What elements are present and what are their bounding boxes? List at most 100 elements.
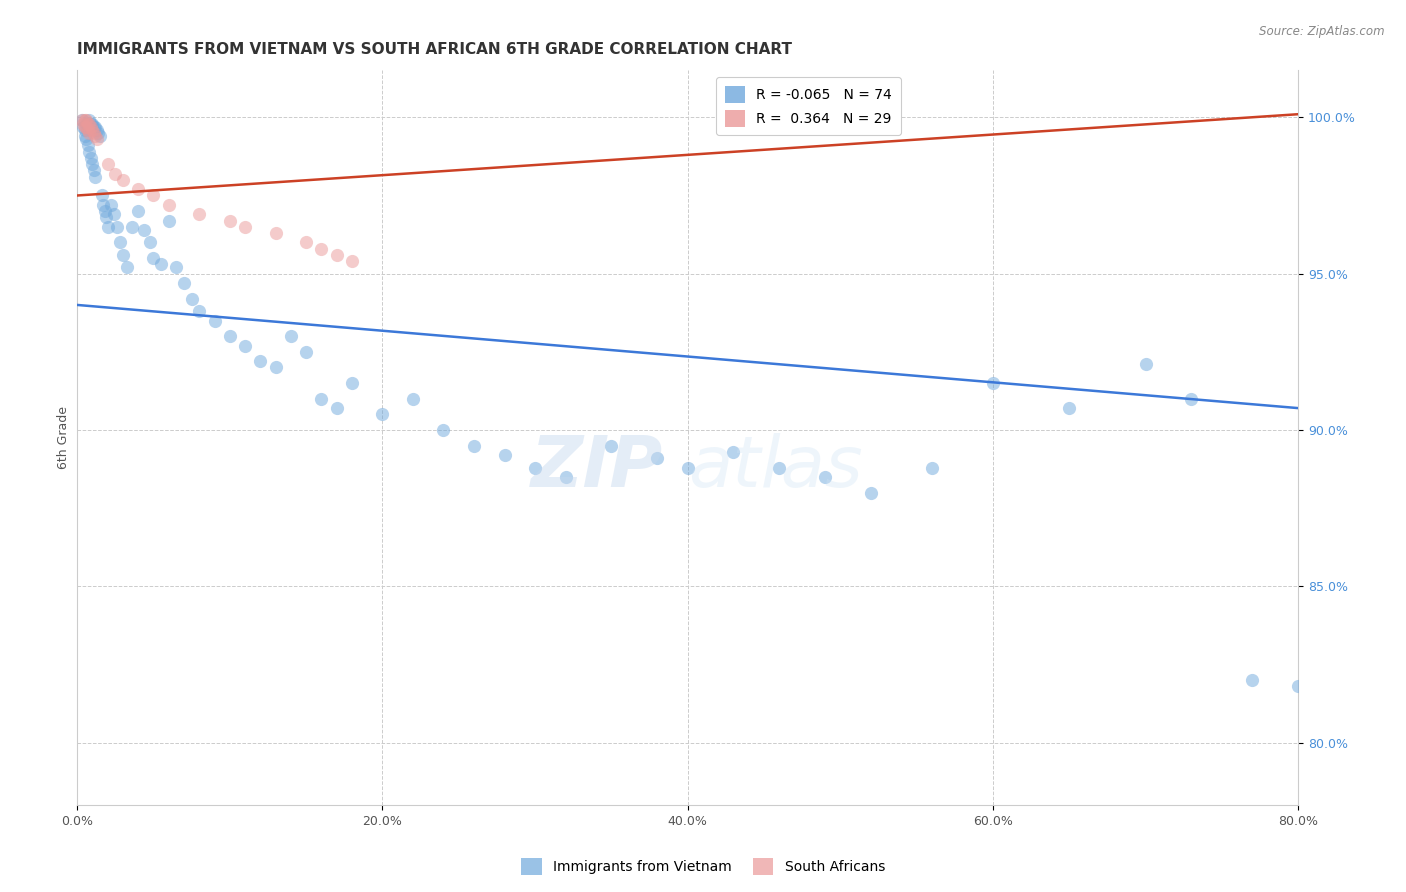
Point (859, 485, 882, 500)
Point (94, 211, 117, 225)
Point (524, 460, 547, 475)
Text: atlas: atlas (688, 433, 862, 501)
Point (371, 408, 394, 422)
Point (76, 123, 98, 137)
Point (90, 188, 112, 202)
Point (82, 117, 104, 131)
Point (463, 439, 485, 453)
Point (402, 392, 425, 406)
Point (103, 207, 125, 221)
Point (82, 123, 104, 137)
Point (111, 248, 134, 262)
Point (233, 219, 256, 234)
Point (768, 460, 790, 475)
Point (76, 117, 98, 131)
Point (218, 213, 240, 227)
Point (325, 248, 347, 262)
Point (73, 129, 96, 144)
Point (75, 132, 97, 146)
Point (173, 276, 195, 290)
Legend: Immigrants from Vietnam, South Africans: Immigrants from Vietnam, South Africans (516, 853, 890, 880)
Point (127, 182, 149, 196)
Point (142, 251, 165, 265)
Point (340, 376, 363, 390)
Point (1180, 392, 1202, 406)
Point (157, 198, 180, 212)
Point (93, 204, 115, 219)
Point (150, 257, 173, 271)
Point (218, 329, 240, 343)
Point (340, 254, 363, 268)
Point (142, 188, 165, 202)
Text: IMMIGRANTS FROM VIETNAM VS SOUTH AFRICAN 6TH GRADE CORRELATION CHART: IMMIGRANTS FROM VIETNAM VS SOUTH AFRICAN… (77, 42, 792, 57)
Point (76, 120, 98, 134)
Point (97, 219, 120, 234)
Point (1059, 401, 1081, 416)
Point (87, 126, 110, 140)
Point (645, 451, 668, 466)
Point (70, 113, 93, 128)
Point (84, 169, 107, 184)
Legend: R = -0.065   N = 74, R =  0.364   N = 29: R = -0.065 N = 74, R = 0.364 N = 29 (716, 78, 901, 135)
Point (70, 113, 93, 128)
Point (1241, 673, 1264, 687)
Point (73, 113, 96, 128)
Point (108, 235, 131, 250)
Point (73, 120, 96, 134)
Point (188, 304, 211, 318)
Point (104, 167, 127, 181)
Point (111, 173, 134, 187)
Point (494, 448, 516, 462)
Point (1135, 357, 1157, 371)
Point (264, 360, 287, 375)
Point (76, 138, 98, 153)
Point (75, 117, 97, 131)
Point (676, 460, 699, 475)
Point (105, 219, 128, 234)
Point (311, 242, 333, 256)
Point (75, 113, 97, 128)
Point (84, 129, 107, 144)
Point (89, 129, 111, 144)
Point (264, 226, 287, 240)
Y-axis label: 6th Grade: 6th Grade (58, 407, 70, 469)
Point (86, 132, 108, 146)
Point (84, 120, 107, 134)
Point (295, 235, 318, 250)
Point (723, 445, 745, 459)
Point (981, 376, 1004, 390)
Point (75, 120, 97, 134)
Point (91, 198, 114, 212)
Point (233, 338, 256, 352)
Point (280, 329, 302, 343)
Point (121, 219, 143, 234)
Point (249, 354, 271, 368)
Point (600, 439, 623, 453)
Point (97, 157, 120, 171)
Point (921, 460, 943, 475)
Point (83, 126, 105, 140)
Point (80, 117, 103, 131)
Point (72, 120, 94, 134)
Point (157, 213, 180, 227)
Point (139, 235, 162, 250)
Point (180, 292, 202, 306)
Point (86, 123, 108, 137)
Point (325, 401, 347, 416)
Point (1286, 680, 1309, 694)
Text: Source: ZipAtlas.com: Source: ZipAtlas.com (1260, 25, 1385, 38)
Point (188, 207, 211, 221)
Point (554, 470, 576, 484)
Point (100, 198, 122, 212)
Point (72, 117, 94, 131)
Point (117, 260, 139, 275)
Point (295, 344, 318, 359)
Point (73, 123, 96, 137)
Point (134, 223, 156, 237)
Point (82, 157, 104, 171)
Point (80, 151, 103, 165)
Point (432, 423, 454, 437)
Point (79, 113, 101, 128)
Point (311, 392, 333, 406)
Point (83, 163, 105, 178)
